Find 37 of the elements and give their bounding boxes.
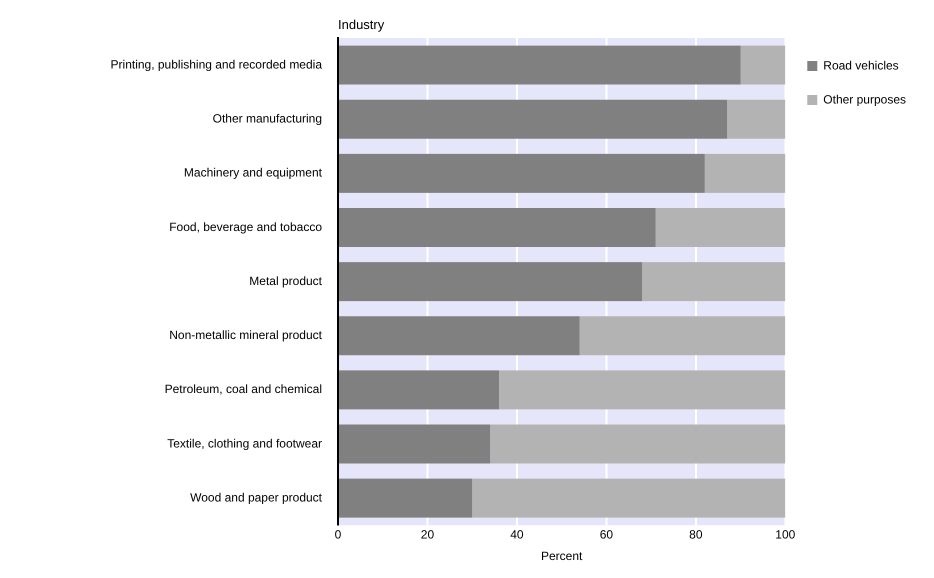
legend-label: Road vehicles <box>823 58 899 72</box>
x-tick-label: 60 <box>600 528 614 542</box>
x-axis-title: Percent <box>540 549 583 564</box>
bar <box>339 262 642 302</box>
bar <box>642 262 786 302</box>
y-tick-label: Other manufacturing <box>212 112 322 126</box>
y-tick-label: Petroleum, coal and chemical <box>164 382 322 396</box>
bar <box>339 154 705 193</box>
legend-label: Other purposes <box>823 92 906 106</box>
x-tick-label: 80 <box>689 528 703 542</box>
bar <box>490 424 786 464</box>
y-tick-label: Non-metallic mineral product <box>169 328 323 342</box>
x-tick-label: 40 <box>510 528 524 542</box>
bar <box>339 46 741 85</box>
y-tick-label: Textile, clothing and footwear <box>167 436 322 450</box>
y-axis-title: Industry <box>338 17 385 32</box>
y-tick-label: Machinery and equipment <box>184 166 323 180</box>
y-tick-label: Printing, publishing and recorded media <box>110 57 322 72</box>
bar <box>704 154 786 193</box>
bar <box>339 478 472 518</box>
bar <box>656 208 786 247</box>
y-tick-label: Wood and paper product <box>190 490 323 504</box>
bar <box>339 316 580 356</box>
bar <box>499 370 786 410</box>
bar <box>339 100 728 139</box>
x-tick-label: 0 <box>334 528 342 542</box>
x-tick-label: 100 <box>775 528 796 542</box>
bar <box>472 478 786 518</box>
bar <box>727 100 786 139</box>
x-tick-label: 20 <box>420 528 434 542</box>
bar <box>339 424 490 464</box>
bar <box>339 370 500 410</box>
bar <box>580 316 786 356</box>
y-tick-label: Metal product <box>249 274 323 288</box>
bar <box>740 46 786 85</box>
bar <box>339 208 656 247</box>
y-tick-label: Food, beverage and tobacco <box>169 220 322 234</box>
